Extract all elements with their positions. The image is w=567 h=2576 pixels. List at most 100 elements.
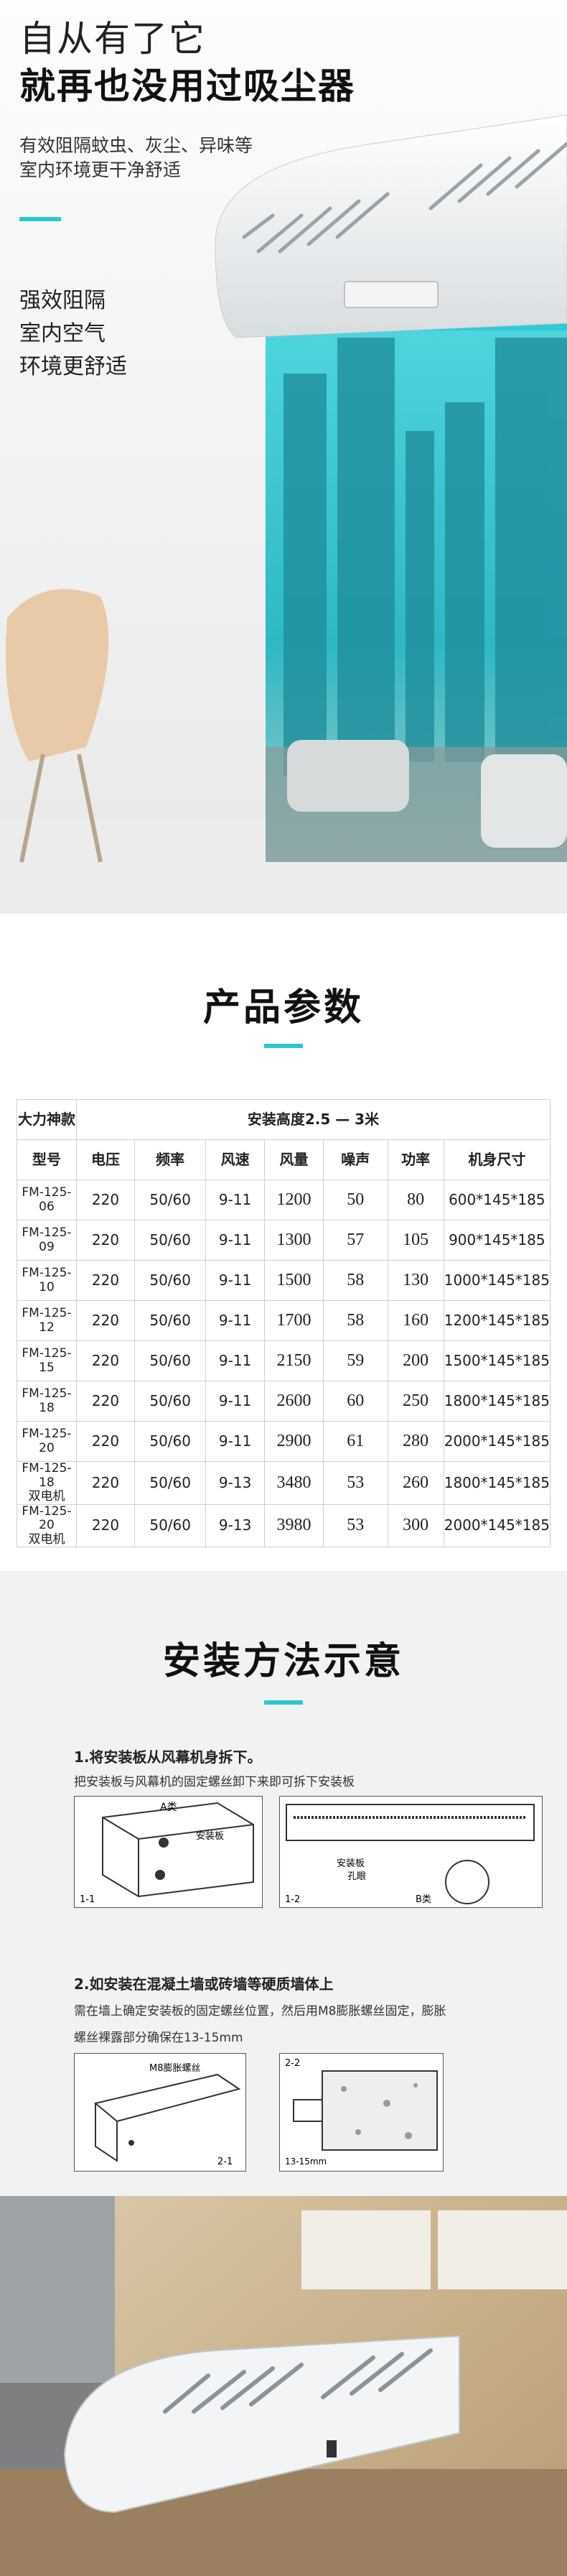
table-cell: 220 <box>75 1421 136 1462</box>
accent-bar <box>264 1044 303 1048</box>
hero: 自从有了它 就再也没用过吸尘器 有效阻隔蚊虫、灰尘、异味等 室内环境更干净舒适 … <box>0 0 567 914</box>
table-cell: 1500 <box>263 1260 324 1301</box>
table-cell: 1800*145*185 <box>443 1381 551 1422</box>
figure-label: 安装板 <box>196 1831 224 1842</box>
table-row: FM-125-06 220 50/60 9-11 1200 50 80 600*145*185 <box>17 1180 551 1220</box>
table-header-cell: 风速 <box>205 1139 265 1180</box>
table-cell: 220 <box>75 1260 136 1301</box>
table-cell: 300 <box>387 1504 444 1548</box>
table-cell: FM-125-12 <box>17 1300 77 1341</box>
table-cell: 1800*145*185 <box>443 1461 551 1505</box>
feature: 环境更舒适 <box>19 354 127 379</box>
hero-subtitle: 有效阻隔蚊虫、灰尘、异味等 <box>19 135 253 156</box>
table-cell: 3980 <box>263 1504 324 1548</box>
step-desc: 把安装板与风幕机的固定螺丝卸下来即可拆下安装板 <box>74 1775 355 1789</box>
feature: 室内空气 <box>19 321 106 346</box>
table-cell: 220 <box>75 1180 136 1220</box>
figure: M8膨胀螺丝 2-1 <box>74 2053 246 2172</box>
table-header-cell: 噪声 <box>323 1139 388 1180</box>
table-cell: 9-11 <box>205 1220 265 1261</box>
accent-bar <box>19 217 61 221</box>
table-cell: FM-125-20 <box>17 1421 77 1462</box>
figure-label: 安装板 <box>337 1858 365 1869</box>
table-cell: 50 <box>323 1180 388 1220</box>
table-cell: 50/60 <box>134 1300 207 1341</box>
table-cell: 50/60 <box>134 1504 207 1548</box>
step-title: 1.将安装板从风幕机身拆下。 <box>74 1748 262 1766</box>
table-cell: 50/60 <box>134 1340 207 1381</box>
table-cell: 9-11 <box>205 1300 265 1341</box>
table-row: FM-125-18 220 50/60 9-11 2600 60 250 1800*145*1… <box>17 1381 551 1422</box>
table-cell: 50/60 <box>134 1461 207 1505</box>
figure-number: 2-2 <box>285 2058 300 2069</box>
table-cell: FM-125-10 <box>17 1260 77 1301</box>
step-desc: 需在墙上确定安装板的固定螺丝位置，然后用M8膨胀螺丝固定，膨胀 <box>74 2004 446 2019</box>
figure-number: 2-1 <box>217 2156 233 2167</box>
table-cell: 57 <box>323 1220 388 1261</box>
table-cell: 1200 <box>263 1180 324 1220</box>
table-cell: 220 <box>75 1381 136 1422</box>
figure-label: 13-15mm <box>285 2156 327 2167</box>
section-title: 安装方法示意 <box>162 1640 404 1683</box>
table-row: FM-125-10 220 50/60 9-11 1500 58 130 1000*145*1… <box>17 1260 551 1301</box>
table-cell: 3480 <box>263 1461 324 1505</box>
table-cell: 1500*145*185 <box>443 1340 551 1381</box>
table-row: FM-125-12 220 50/60 9-11 1700 58 160 1200*145*1… <box>17 1300 551 1341</box>
table-cell: 2000*145*185 <box>443 1421 551 1462</box>
table-cell: 220 <box>75 1340 136 1381</box>
table-cell: 280 <box>387 1421 444 1462</box>
table-cell: 50/60 <box>134 1381 207 1422</box>
table-row: 大力神款 安装高度2.5 — 3米 <box>17 1099 551 1140</box>
table-cell: 160 <box>387 1300 444 1341</box>
table-cell: 220 <box>75 1220 136 1261</box>
table-cell: 600*145*185 <box>443 1180 551 1220</box>
figure-number: 1-1 <box>80 1894 95 1905</box>
step-title: 2.如安装在混凝土墙或砖墙等硬质墙体上 <box>74 1975 334 1993</box>
table-cell: 59 <box>323 1340 388 1381</box>
table-cell: 53 <box>323 1504 388 1548</box>
table-cell: 2000*145*185 <box>443 1504 551 1548</box>
table-header-cell: 功率 <box>387 1139 444 1180</box>
table-header-cell: 机身尺寸 <box>443 1139 551 1180</box>
table-cell: FM-125-18 双电机 <box>17 1461 77 1505</box>
hero-subtitle: 室内环境更干净舒适 <box>19 159 182 180</box>
table-header-cell: 型号 <box>17 1139 77 1180</box>
table-cell: 260 <box>387 1461 444 1505</box>
table-cell: 50/60 <box>134 1421 207 1462</box>
table-cell: 1300 <box>263 1220 324 1261</box>
table-cell: 220 <box>75 1461 136 1505</box>
hero-title-line2: 就再也没用过吸尘器 <box>19 65 355 107</box>
table-cell: FM-125-09 <box>17 1220 77 1261</box>
table-cell: FM-125-15 <box>17 1340 77 1381</box>
table-cell: 9-11 <box>205 1260 265 1301</box>
table-cell: FM-125-06 <box>17 1180 77 1220</box>
table-cell: 80 <box>387 1180 444 1220</box>
table-cell: 2600 <box>263 1381 324 1422</box>
table-cell: 安装高度2.5 — 3米 <box>75 1099 551 1140</box>
figure: A类 安装板 1-1 <box>74 1796 263 1908</box>
hero-illustration <box>0 0 567 914</box>
table-cell: 60 <box>323 1381 388 1422</box>
feature: 强效阻隔 <box>19 288 106 313</box>
table-header-cell: 电压 <box>75 1139 136 1180</box>
table-cell: 9-11 <box>205 1381 265 1422</box>
figure-label: A类 <box>160 1802 177 1813</box>
table-cell: 50/60 <box>134 1180 207 1220</box>
figure: 2-2 13-15mm <box>279 2053 444 2172</box>
section-title: 产品参数 <box>202 986 364 1029</box>
table-cell: 900*145*185 <box>443 1220 551 1261</box>
table-row: FM-125-15 220 50/60 9-11 2150 59 200 1500*145*1… <box>17 1340 551 1381</box>
table-cell: 61 <box>323 1421 388 1462</box>
table-cell: 220 <box>75 1504 136 1548</box>
table-cell: 130 <box>387 1260 444 1301</box>
table-row: FM-125-09 220 50/60 9-11 1300 57 105 900*145*18… <box>17 1220 551 1261</box>
table-cell: 2150 <box>263 1340 324 1381</box>
figure: 安装板 孔眼 B类 1-2 <box>279 1796 543 1908</box>
table-cell: 58 <box>323 1260 388 1301</box>
table-cell: 53 <box>323 1461 388 1505</box>
table-cell: 220 <box>75 1300 136 1341</box>
table-header-cell: 风量 <box>263 1139 324 1180</box>
hero-title-line1: 自从有了它 <box>19 18 206 60</box>
table-cell: 9-11 <box>205 1340 265 1381</box>
